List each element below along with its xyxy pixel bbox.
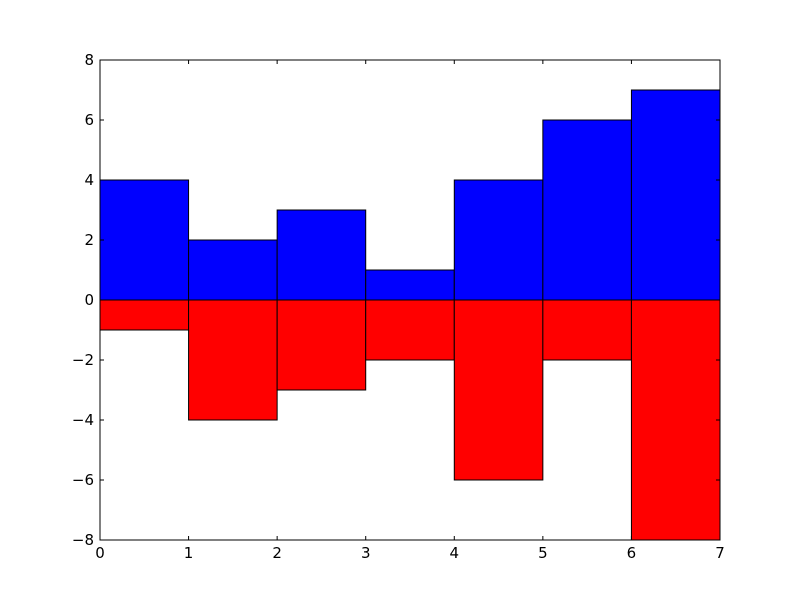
bar (630, 299, 721, 541)
y-tick-label: 2 (84, 231, 94, 249)
bar (99, 299, 190, 331)
y-tick-label: −6 (72, 471, 94, 489)
bar (542, 299, 632, 361)
y-tick-label: 0 (84, 291, 94, 309)
bar (188, 299, 278, 421)
y-tick-label: 8 (84, 51, 94, 69)
bar (99, 179, 190, 301)
bar (453, 299, 544, 481)
bar (188, 239, 278, 301)
y-tick-label: −8 (72, 531, 94, 549)
y-tick-label: −2 (72, 351, 94, 369)
x-tick-label: 5 (538, 544, 548, 562)
bar (365, 299, 455, 361)
x-tick-label: 4 (450, 544, 460, 562)
x-tick-label: 2 (272, 544, 282, 562)
y-tick-label: 4 (84, 171, 94, 189)
bar (630, 89, 721, 301)
x-tick-label: 6 (627, 544, 637, 562)
bar (365, 269, 455, 301)
bar (453, 179, 544, 301)
bar (276, 209, 367, 301)
x-tick-label: 0 (95, 544, 105, 562)
y-tick-label: −4 (72, 411, 94, 429)
bar (542, 119, 632, 301)
x-tick-label: 1 (184, 544, 194, 562)
bar (276, 299, 367, 391)
y-tick-label: 6 (84, 111, 94, 129)
x-tick-label: 7 (715, 544, 725, 562)
x-tick-label: 3 (361, 544, 371, 562)
